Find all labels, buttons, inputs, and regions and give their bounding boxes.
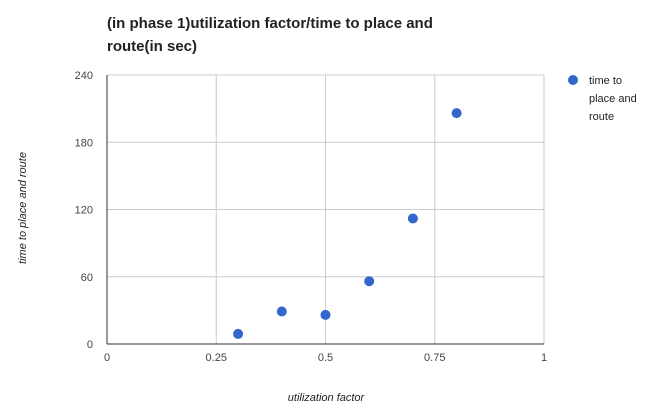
legend: time to place and route <box>568 75 637 123</box>
y-tick-label: 240 <box>75 70 93 82</box>
data-points <box>233 108 462 339</box>
y-tick-label: 60 <box>81 272 93 284</box>
x-tick-label: 0.5 <box>318 352 333 364</box>
tick-labels: 0 60 120 180 240 0 0.25 0.5 0.75 1 <box>75 70 547 364</box>
x-tick-label: 0.25 <box>206 352 227 364</box>
legend-label: time to place and route <box>589 75 637 123</box>
data-point <box>407 213 418 224</box>
data-point <box>451 108 462 119</box>
data-point <box>320 309 331 320</box>
data-point <box>233 328 244 339</box>
legend-marker <box>568 75 578 85</box>
x-tick-label: 0.75 <box>424 352 445 364</box>
chart-title: (in phase 1)utilization factor/time to p… <box>107 15 433 55</box>
x-axis-title: utilization factor <box>288 392 366 404</box>
y-tick-label: 0 <box>87 339 93 351</box>
data-point <box>276 306 287 317</box>
x-tick-label: 0 <box>104 352 110 364</box>
y-tick-label: 180 <box>75 137 93 149</box>
data-point <box>364 276 375 287</box>
grid <box>107 74 545 344</box>
y-axis-title: time to place and route <box>17 152 29 264</box>
x-tick-label: 1 <box>541 352 547 364</box>
axes <box>106 75 544 345</box>
y-tick-label: 120 <box>75 205 93 217</box>
